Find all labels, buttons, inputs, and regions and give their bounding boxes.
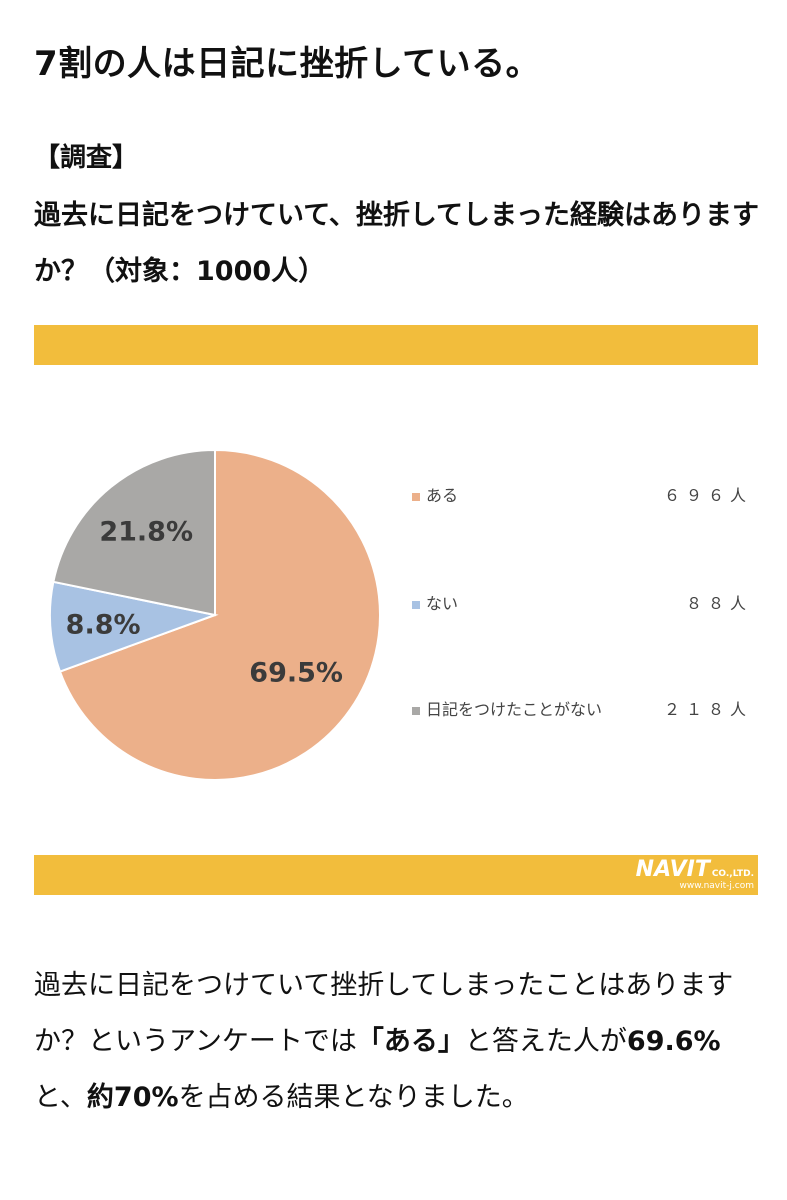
survey-tag: 【調査】	[34, 143, 139, 173]
logo-url: www.navit-j.com	[679, 881, 754, 891]
top-band	[34, 325, 758, 365]
legend-label-nai: ない	[426, 594, 459, 613]
body-pct-2: 約70%	[86, 1082, 179, 1113]
bottom-band: NAVIT CO.,LTD. www.navit-j.com	[34, 855, 758, 895]
body-text-4: を占める結果となりました。	[178, 1082, 529, 1113]
body-aru-quote: 「ある」	[356, 1026, 465, 1057]
pie-slice-never	[52, 448, 216, 617]
legend-item-nai: ない ８８人	[412, 590, 752, 614]
legend-item-never: 日記をつけたことがない ２１８人	[412, 696, 752, 720]
legend-swatch-nai	[412, 600, 420, 609]
data-label-never: 21.8%	[99, 517, 193, 548]
pie-chart: 69.5% 8.8% 21.8%	[49, 448, 381, 781]
legend-count-aru: ６９６人	[663, 486, 752, 505]
navit-logo: NAVIT CO.,LTD. www.navit-j.com	[635, 857, 754, 892]
body-text-1: 過去に日記をつけていて挫折してしまったことはありますか？というアンケートでは	[34, 970, 734, 1057]
data-label-aru: 69.5%	[249, 658, 343, 689]
legend-swatch-never	[412, 706, 420, 715]
logo-co-text: CO.,LTD.	[711, 869, 754, 879]
legend-count-nai: ８８人	[685, 594, 752, 613]
legend-label-aru: ある	[426, 486, 459, 505]
body-text-2: と答えた人が	[464, 1026, 627, 1057]
legend-swatch-aru	[412, 492, 420, 501]
survey-question: 過去に日記をつけていて、挫折してしまった経験はありますか？（対象：1000人）	[34, 200, 759, 287]
logo-main-text: NAVIT	[635, 857, 710, 882]
pie-slice-nai	[49, 580, 219, 673]
legend-count-never: ２１８人	[663, 700, 752, 719]
data-label-nai: 8.8%	[66, 609, 141, 640]
pie-slice-aru	[58, 448, 381, 781]
body-pct-1: 69.6%	[626, 1026, 721, 1057]
legend-item-aru: ある ６９６人	[412, 482, 752, 506]
body-paragraph: 過去に日記をつけていて挫折してしまったことはありますか？というアンケートでは「あ…	[34, 958, 759, 1126]
pie-chart-area: 69.5% 8.8% 21.8% ある ６９６人 ない ８８人 日記をつけたことがな…	[34, 370, 758, 850]
legend-label-never: 日記をつけたことがない	[426, 700, 603, 719]
page-title: 7割の人は日記に挫折している。	[34, 44, 541, 84]
body-text-3: と、	[34, 1082, 87, 1113]
